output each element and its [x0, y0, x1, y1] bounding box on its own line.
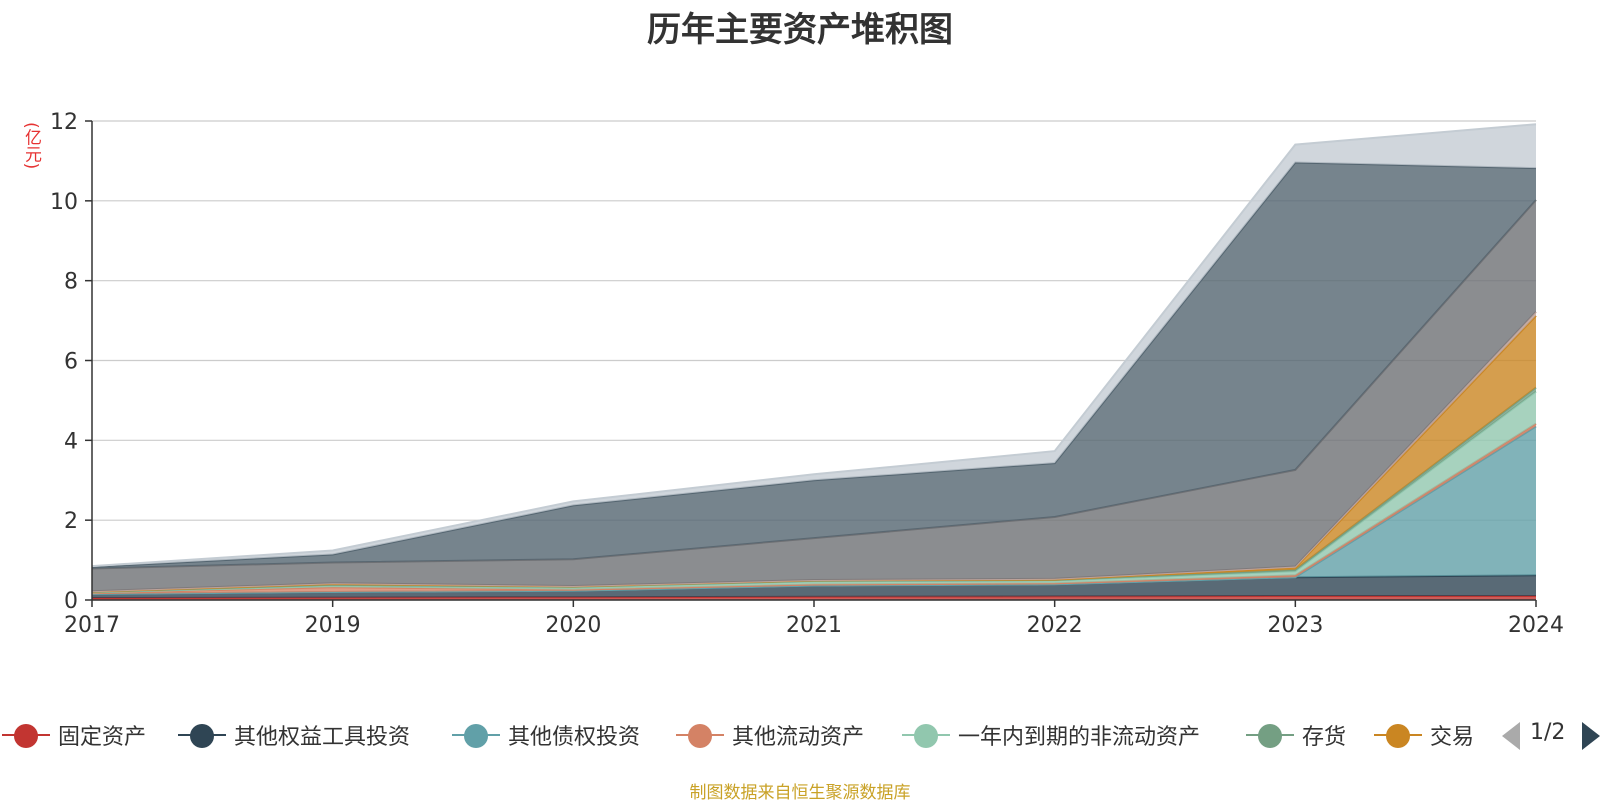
legend-item[interactable]: 其他权益工具投资 — [176, 718, 410, 752]
series-line-10 — [91, 123, 1537, 568]
legend-next-page-icon[interactable] — [1582, 722, 1600, 750]
legend-pager: 1/2 — [1500, 718, 1600, 752]
legend-label: 一年内到期的非流动资产 — [958, 725, 1201, 750]
x-tick-label: 2019 — [305, 613, 361, 638]
x-tick-label: 2022 — [1027, 613, 1083, 638]
area-series-9 — [92, 162, 1536, 569]
legend-marker — [0, 718, 52, 752]
legend-label: 固定资产 — [58, 725, 147, 750]
legend-label: 其他权益工具投资 — [234, 725, 411, 750]
area-series-layer — [91, 123, 1537, 600]
y-tick-label: 12 — [50, 110, 78, 135]
y-tick-label: 8 — [64, 270, 78, 295]
legend-page-indicator: 1/2 — [1530, 720, 1566, 745]
legend-label: 交易 — [1430, 725, 1475, 750]
legend-marker-dot — [1258, 724, 1282, 748]
x-tick-label: 2017 — [64, 613, 120, 638]
y-tick-label: 6 — [64, 350, 78, 375]
axes: 0 2 4 6 8 10 12 2017 2019 2020 2021 2022 2023 2024 — [50, 110, 1564, 638]
legend-marker-dot — [688, 724, 712, 748]
legend-marker-dot — [914, 724, 938, 748]
legend-marker — [900, 718, 952, 752]
stacked-area-chart: 0 2 4 6 8 10 12 2017 2019 2020 2021 2022 2023 2024 — [50, 110, 1564, 638]
x-tick-label: 2021 — [786, 613, 842, 638]
legend-marker — [450, 718, 502, 752]
data-source-note: 制图数据来自恒生聚源数据库 — [689, 783, 911, 803]
chart-title: 历年主要资产堆积图 — [647, 10, 953, 50]
legend-marker-dot — [1386, 724, 1410, 748]
legend-label: 存货 — [1302, 725, 1347, 750]
area-series-10 — [92, 124, 1536, 567]
y-tick-label: 2 — [64, 509, 78, 534]
legend-marker-dot — [14, 724, 38, 748]
legend-marker — [674, 718, 726, 752]
legend-label: 其他流动资产 — [732, 725, 865, 750]
y-tick-label: 10 — [50, 190, 78, 215]
legend-prev-page-icon[interactable] — [1502, 722, 1520, 750]
legend-item[interactable]: 固定资产 — [0, 718, 146, 752]
legend-marker — [1244, 718, 1296, 752]
legend-item[interactable]: 其他债权投资 — [450, 718, 640, 752]
legend-label: 其他债权投资 — [508, 725, 641, 750]
legend-item[interactable]: 一年内到期的非流动资产 — [900, 718, 1200, 752]
x-tick-label: 2020 — [545, 613, 601, 638]
legend-item[interactable]: 存货 — [1244, 718, 1346, 752]
legend-marker-dot — [464, 724, 488, 748]
legend: 固定资产 其他权益工具投资 其他债权投资 其他流动资产 一年内到期的非流动资产 存货 交易 — [0, 718, 1600, 752]
legend-marker — [1372, 718, 1424, 752]
y-axis-unit-label: (亿元) — [21, 122, 41, 170]
legend-item[interactable]: 其他流动资产 — [674, 718, 864, 752]
y-tick-label: 0 — [64, 589, 78, 614]
legend-marker-dot — [190, 724, 214, 748]
x-tick-label: 2024 — [1508, 613, 1564, 638]
y-tick-label: 4 — [64, 429, 78, 454]
legend-marker — [176, 718, 228, 752]
x-tick-label: 2023 — [1267, 613, 1323, 638]
legend-item[interactable]: 交易 — [1372, 718, 1474, 752]
